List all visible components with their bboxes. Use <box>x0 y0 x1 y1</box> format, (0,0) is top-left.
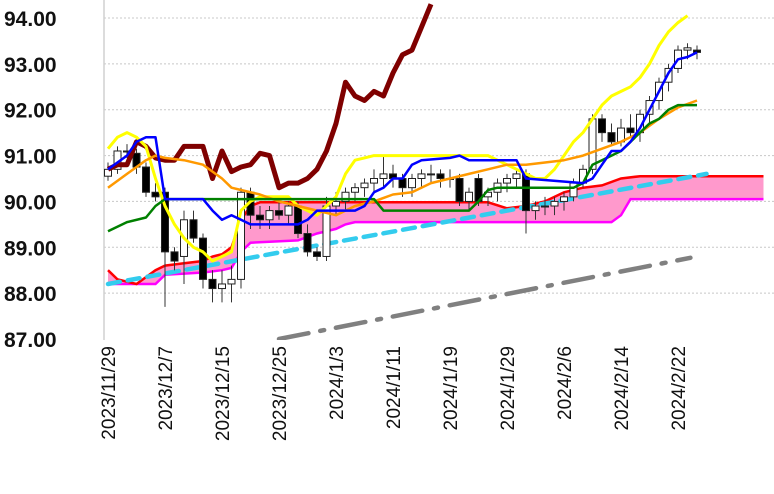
candle-down <box>170 251 179 262</box>
candle-down <box>199 237 207 280</box>
leading-span-b <box>108 197 764 286</box>
candle-down <box>436 173 445 180</box>
candle-down <box>256 214 264 221</box>
candle-up <box>550 200 559 207</box>
candle-up <box>370 178 378 184</box>
x-tick-label: 2024/2/14 <box>612 346 633 431</box>
candle-up <box>588 118 597 170</box>
candle-up <box>104 168 112 177</box>
y-tick-label: 89.00 <box>4 237 57 260</box>
candle-up <box>227 278 236 285</box>
x-tick-label: 2023/12/7 <box>156 346 177 431</box>
candle-up <box>427 173 435 176</box>
candle-down <box>455 178 464 202</box>
candle-up <box>332 200 340 207</box>
candle-up <box>218 283 226 290</box>
x-tick-label: 2024/2/22 <box>669 346 690 431</box>
y-tick-label: 90.00 <box>4 191 57 214</box>
candle-down <box>208 278 217 290</box>
y-tick-label: 94.00 <box>4 8 57 31</box>
candle-down <box>303 233 312 253</box>
candle-up <box>512 173 521 180</box>
candle-up <box>503 178 511 184</box>
candle-up <box>351 187 359 193</box>
moving-average <box>107 99 698 217</box>
candle-down <box>607 132 616 143</box>
y-tick-label: 87.00 <box>4 329 57 352</box>
x-tick-label: 2023/12/15 <box>213 346 234 441</box>
x-tick-label: 2023/12/25 <box>270 346 291 441</box>
candle-up <box>265 210 274 221</box>
y-tick-label: 91.00 <box>4 146 57 169</box>
x-tick-label: 2024/1/3 <box>327 346 348 420</box>
indicator-lines <box>106 3 698 263</box>
candle-up <box>341 191 350 202</box>
candle-up <box>360 182 369 189</box>
trendlines <box>105 171 709 340</box>
candle-down <box>693 49 701 53</box>
x-tick-label: 2024/1/19 <box>441 346 462 431</box>
y-axis-ticks: 87.00 88.00 89.00 90.00 91.00 92.00 93.00 94.00 <box>4 8 57 352</box>
y-tick-label: 93.00 <box>4 54 57 77</box>
support-trendline <box>105 171 709 287</box>
candle-up <box>531 205 540 212</box>
y-tick-label: 92.00 <box>4 100 57 123</box>
candle-up <box>379 173 388 180</box>
lagging-span <box>106 3 434 191</box>
candle-up <box>465 191 473 202</box>
upper-band <box>106 14 689 263</box>
candle-up <box>560 196 568 202</box>
base-line <box>107 103 697 233</box>
x-tick-label: 2024/2/6 <box>555 346 576 420</box>
candle-down <box>313 251 321 257</box>
x-axis-ticks: 2023/11/29 2023/12/7 2023/12/15 2023/12/25 2… <box>99 346 690 442</box>
candle-down <box>398 178 407 189</box>
candle-down <box>626 127 635 134</box>
candle-up <box>237 191 245 280</box>
candle-down <box>598 118 606 134</box>
candle-down <box>151 191 160 198</box>
x-tick-label: 2024/1/29 <box>498 346 519 431</box>
x-tick-label: 2023/11/29 <box>99 346 120 440</box>
candle-up <box>417 173 426 180</box>
candle-up <box>683 47 692 51</box>
candle-up <box>408 178 416 189</box>
lower-trendline <box>276 255 693 340</box>
conversion-line <box>107 51 698 226</box>
candle-down <box>294 205 302 235</box>
candle-down <box>189 219 198 239</box>
y-tick-label: 88.00 <box>4 283 57 306</box>
x-tick-label: 2024/1/11 <box>384 346 405 429</box>
candle-up <box>541 205 549 208</box>
candle-down <box>275 210 283 216</box>
candle-down <box>142 166 150 193</box>
candle-up <box>284 205 293 216</box>
